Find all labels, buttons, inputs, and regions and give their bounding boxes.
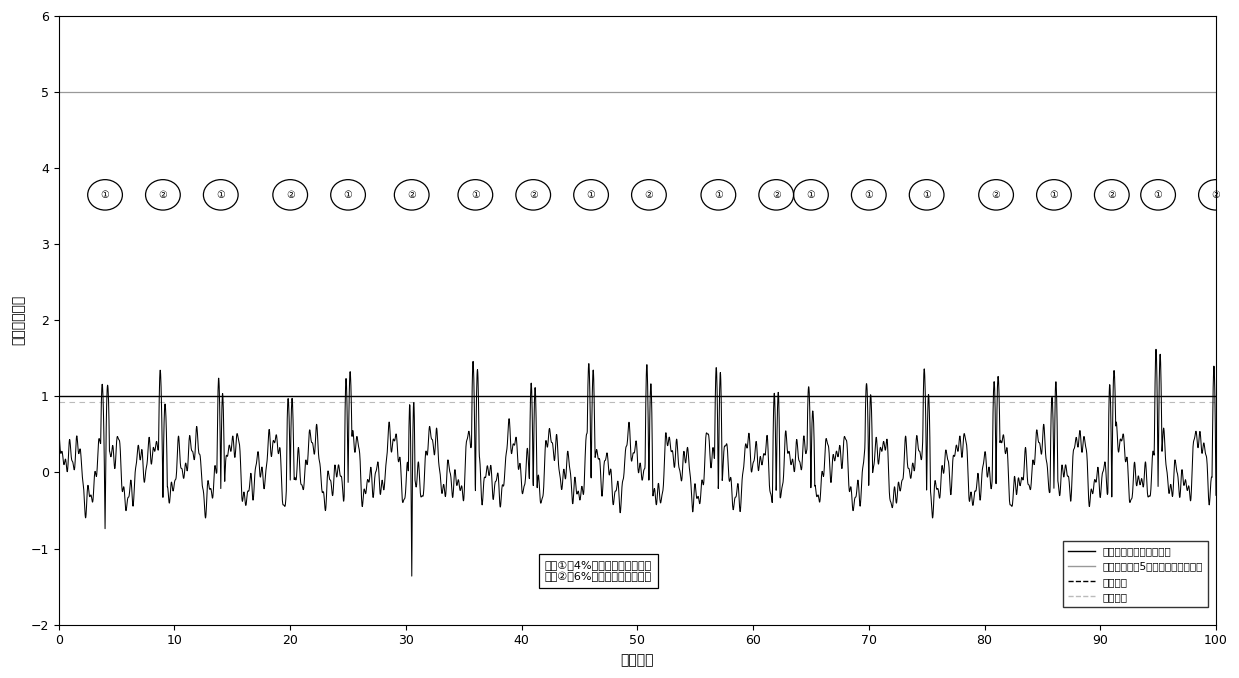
Text: ①: ① bbox=[471, 190, 479, 200]
Text: ②: ② bbox=[772, 190, 781, 200]
Text: ②: ② bbox=[1212, 190, 1220, 200]
Text: ①: ① bbox=[1154, 190, 1162, 200]
Text: ②: ② bbox=[644, 190, 653, 200]
Text: ②: ② bbox=[991, 190, 1000, 200]
X-axis label: 采样个数: 采样个数 bbox=[621, 653, 654, 667]
Text: ①: ① bbox=[587, 190, 596, 200]
Legend: 采样各炶的二次谐波峰值, 动态阀值（在5上下浮动的实由线）, 传统阀值, 辅助鄀值: 采样各炶的二次谐波峰值, 动态阀值（在5上下浮动的实由线）, 传统阀值, 辅助鄀… bbox=[1063, 541, 1208, 607]
Text: ①: ① bbox=[100, 190, 109, 200]
Text: ①: ① bbox=[1049, 190, 1058, 200]
Text: ②: ② bbox=[1108, 190, 1116, 200]
Text: ①: ① bbox=[714, 190, 722, 200]
Text: ②: ② bbox=[159, 190, 167, 200]
Text: ①: ① bbox=[922, 190, 930, 200]
Text: ②: ② bbox=[529, 190, 538, 200]
Text: ①: ① bbox=[217, 190, 225, 200]
Text: ①: ① bbox=[807, 190, 815, 200]
Text: ①: ① bbox=[343, 190, 352, 200]
Text: ②: ② bbox=[408, 190, 416, 200]
Text: ②: ② bbox=[286, 190, 295, 200]
Text: 编号①为4%氧气含量的玻璃茶源
编号②为6%氧气含量的玻璃茶源: 编号①为4%氧气含量的玻璃茶源 编号②为6%氧气含量的玻璃茶源 bbox=[545, 560, 652, 582]
Text: ①: ① bbox=[865, 190, 873, 200]
Y-axis label: 二次谐波峰值: 二次谐波峰值 bbox=[11, 295, 25, 346]
